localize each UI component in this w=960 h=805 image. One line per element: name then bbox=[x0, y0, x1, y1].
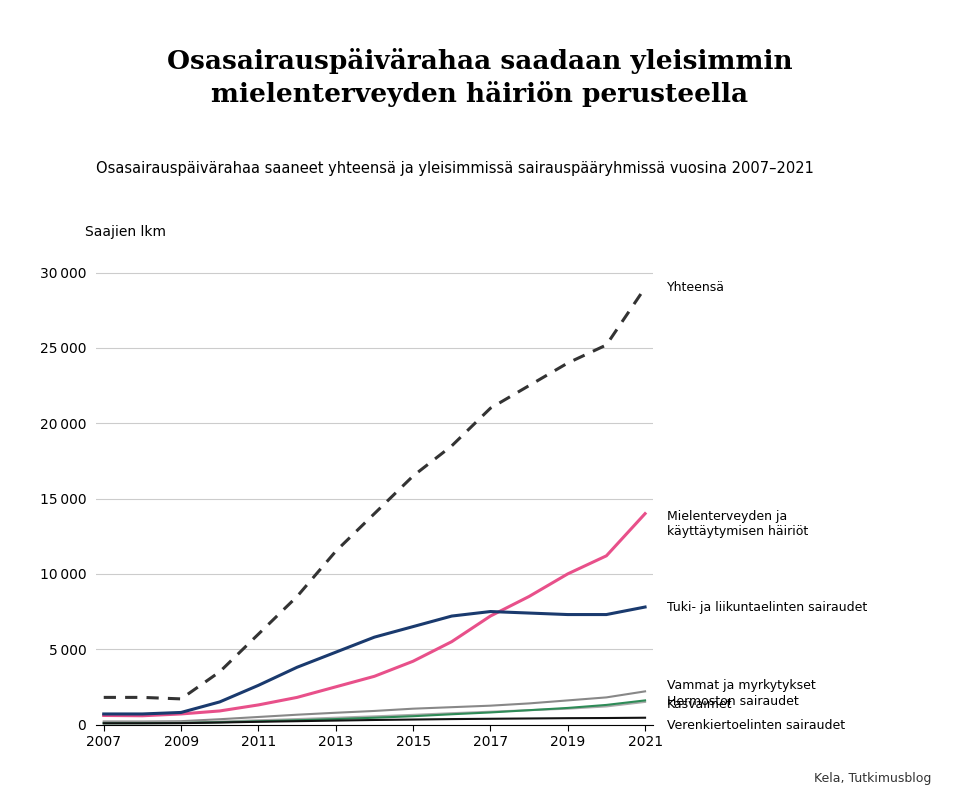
Text: Mielenterveyden ja
käyttäytymisen häiriöt: Mielenterveyden ja käyttäytymisen häiriö… bbox=[667, 510, 808, 539]
Text: Saajien lkm: Saajien lkm bbox=[84, 225, 166, 239]
Text: Osasairauspäivärahaa saadaan yleisimmin
mielenterveyden häiriön perusteella: Osasairauspäivärahaa saadaan yleisimmin … bbox=[167, 48, 793, 106]
Text: Osasairauspäivärahaa saaneet yhteensä ja yleisimmissä sairauspääryhmissä vuosina: Osasairauspäivärahaa saaneet yhteensä ja… bbox=[96, 161, 814, 176]
Text: Vammat ja myrkytykset: Vammat ja myrkytykset bbox=[667, 679, 816, 691]
Text: Tuki- ja liikuntaelinten sairaudet: Tuki- ja liikuntaelinten sairaudet bbox=[667, 601, 868, 613]
Text: Verenkiertoelinten sairaudet: Verenkiertoelinten sairaudet bbox=[667, 719, 846, 732]
Text: Kasvaimet: Kasvaimet bbox=[667, 699, 732, 712]
Text: Hermoston sairaudet: Hermoston sairaudet bbox=[667, 696, 799, 708]
Text: Yhteensä: Yhteensä bbox=[667, 281, 725, 294]
Text: Kela, Tutkimusblog: Kela, Tutkimusblog bbox=[814, 772, 931, 785]
